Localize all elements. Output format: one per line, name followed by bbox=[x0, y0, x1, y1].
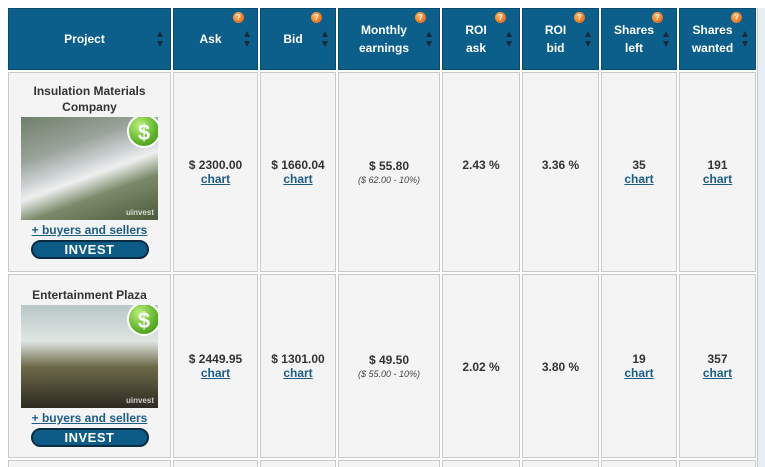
ask-cell: $ 2300.00 chart bbox=[173, 72, 258, 272]
header-label: Bid bbox=[283, 32, 303, 46]
dollar-icon: $ bbox=[127, 117, 158, 148]
sort-arrows-icon[interactable] bbox=[663, 31, 670, 47]
scroll-edge bbox=[757, 8, 765, 467]
shares_left-chart-link[interactable]: chart bbox=[624, 172, 654, 186]
header-label: Shares wanted bbox=[691, 23, 734, 55]
ask-cell: $ 2449.95 chart bbox=[173, 274, 258, 458]
header-monthly[interactable]: Monthly earnings? bbox=[338, 8, 440, 70]
roi_bid-value: 3.80 % bbox=[541, 360, 580, 374]
watermark: uinvest bbox=[125, 396, 154, 405]
monthly-cell: $ 55.80 ($ 62.00 - 10%) bbox=[338, 72, 440, 272]
monthly-earnings-detail: ($ 55.00 - 10%) bbox=[357, 369, 421, 379]
next-row-cell bbox=[8, 460, 171, 467]
next-row-cell bbox=[522, 460, 599, 467]
header-label: Ask bbox=[199, 32, 222, 46]
bid-chart-link[interactable]: chart bbox=[283, 366, 313, 380]
roi_bid-cell: 3.80 % bbox=[522, 274, 599, 458]
sort-arrows-icon[interactable] bbox=[244, 31, 251, 47]
ask-chart-link[interactable]: chart bbox=[200, 366, 231, 380]
next-row-cell bbox=[260, 460, 336, 467]
header-label: Monthly earnings bbox=[358, 23, 409, 55]
sort-arrows-icon[interactable] bbox=[585, 31, 592, 47]
help-icon[interactable]: ? bbox=[415, 12, 426, 23]
header-label: Shares left bbox=[613, 23, 655, 55]
next-row-cell bbox=[601, 460, 677, 467]
next-row-cell bbox=[338, 460, 440, 467]
project-cell: Insulation Materials Company $ uinvest + bu… bbox=[8, 72, 171, 272]
header-label: ROI bid bbox=[544, 23, 567, 55]
shares_wanted-value: 191 bbox=[707, 158, 728, 172]
help-icon[interactable]: ? bbox=[652, 12, 663, 23]
monthly-cell: $ 49.50 ($ 55.00 - 10%) bbox=[338, 274, 440, 458]
header-shares_left[interactable]: Shares left? bbox=[601, 8, 677, 70]
header-roi_ask[interactable]: ROI ask? bbox=[442, 8, 520, 70]
ask-value: $ 2449.95 bbox=[188, 352, 243, 366]
ask-value: $ 2300.00 bbox=[188, 158, 243, 172]
shares_wanted-value: 357 bbox=[707, 352, 728, 366]
help-icon[interactable]: ? bbox=[495, 12, 506, 23]
bid-value: $ 1301.00 bbox=[271, 352, 325, 366]
sort-arrows-icon[interactable] bbox=[157, 31, 164, 47]
dollar-icon: $ bbox=[127, 305, 158, 336]
bid-cell: $ 1660.04 chart bbox=[260, 72, 336, 272]
bid-chart-link[interactable]: chart bbox=[283, 172, 313, 186]
next-row-edge bbox=[8, 460, 756, 467]
shares_wanted-cell: 191 chart bbox=[679, 72, 756, 272]
watermark: uinvest bbox=[125, 208, 154, 217]
sort-arrows-icon[interactable] bbox=[742, 31, 749, 47]
roi_bid-value: 3.36 % bbox=[541, 158, 580, 172]
sort-arrows-icon[interactable] bbox=[506, 31, 513, 47]
bid-value: $ 1660.04 bbox=[271, 158, 325, 172]
header-roi_bid[interactable]: ROI bid? bbox=[522, 8, 599, 70]
header-label: ROI ask bbox=[465, 23, 487, 55]
invest-button[interactable]: INVEST bbox=[30, 428, 149, 447]
buyers-sellers-link[interactable]: + buyers and sellers bbox=[31, 223, 148, 237]
sort-arrows-icon[interactable] bbox=[426, 31, 433, 47]
project-cell: Entertainment Plaza $ uinvest + buyers and … bbox=[8, 274, 171, 458]
roi_ask-cell: 2.02 % bbox=[442, 274, 520, 458]
shares_left-chart-link[interactable]: chart bbox=[624, 366, 654, 380]
next-row-cell bbox=[442, 460, 520, 467]
monthly-value: $ 49.50 bbox=[368, 353, 410, 367]
monthly-earnings-detail: ($ 62.00 - 10%) bbox=[357, 175, 421, 185]
invest-button[interactable]: INVEST bbox=[30, 240, 149, 259]
shares_wanted-chart-link[interactable]: chart bbox=[702, 366, 733, 380]
header-label: Project bbox=[64, 32, 105, 46]
project-image[interactable]: $ uinvest bbox=[21, 305, 158, 408]
bid-cell: $ 1301.00 chart bbox=[260, 274, 336, 458]
help-icon[interactable]: ? bbox=[311, 12, 322, 23]
header-project[interactable]: Project bbox=[8, 8, 171, 70]
sort-arrows-icon[interactable] bbox=[322, 31, 329, 47]
buyers-sellers-link[interactable]: + buyers and sellers bbox=[31, 411, 148, 425]
shares_left-value: 19 bbox=[632, 352, 646, 366]
shares_left-cell: 19 chart bbox=[601, 274, 677, 458]
next-row-cell bbox=[173, 460, 258, 467]
shares_left-cell: 35 chart bbox=[601, 72, 677, 272]
roi_ask-value: 2.43 % bbox=[462, 158, 500, 172]
roi_ask-value: 2.02 % bbox=[462, 360, 500, 374]
header-ask[interactable]: Ask? bbox=[173, 8, 258, 70]
monthly-value: $ 55.80 bbox=[368, 159, 410, 173]
header-shares_wanted[interactable]: Shares wanted? bbox=[679, 8, 756, 70]
shares_wanted-cell: 357 chart bbox=[679, 274, 756, 458]
ask-chart-link[interactable]: chart bbox=[200, 172, 231, 186]
next-row-cell bbox=[679, 460, 756, 467]
project-image[interactable]: $ uinvest bbox=[21, 117, 158, 220]
roi_bid-cell: 3.36 % bbox=[522, 72, 599, 272]
help-icon[interactable]: ? bbox=[233, 12, 244, 23]
roi_ask-cell: 2.43 % bbox=[442, 72, 520, 272]
header-bid[interactable]: Bid? bbox=[260, 8, 336, 70]
project-title: Entertainment Plaza bbox=[32, 288, 147, 302]
help-icon[interactable]: ? bbox=[574, 12, 585, 23]
help-icon[interactable]: ? bbox=[731, 12, 742, 23]
project-title: Insulation Materials Company bbox=[33, 84, 146, 114]
shares_left-value: 35 bbox=[632, 158, 646, 172]
shares_wanted-chart-link[interactable]: chart bbox=[702, 172, 733, 186]
